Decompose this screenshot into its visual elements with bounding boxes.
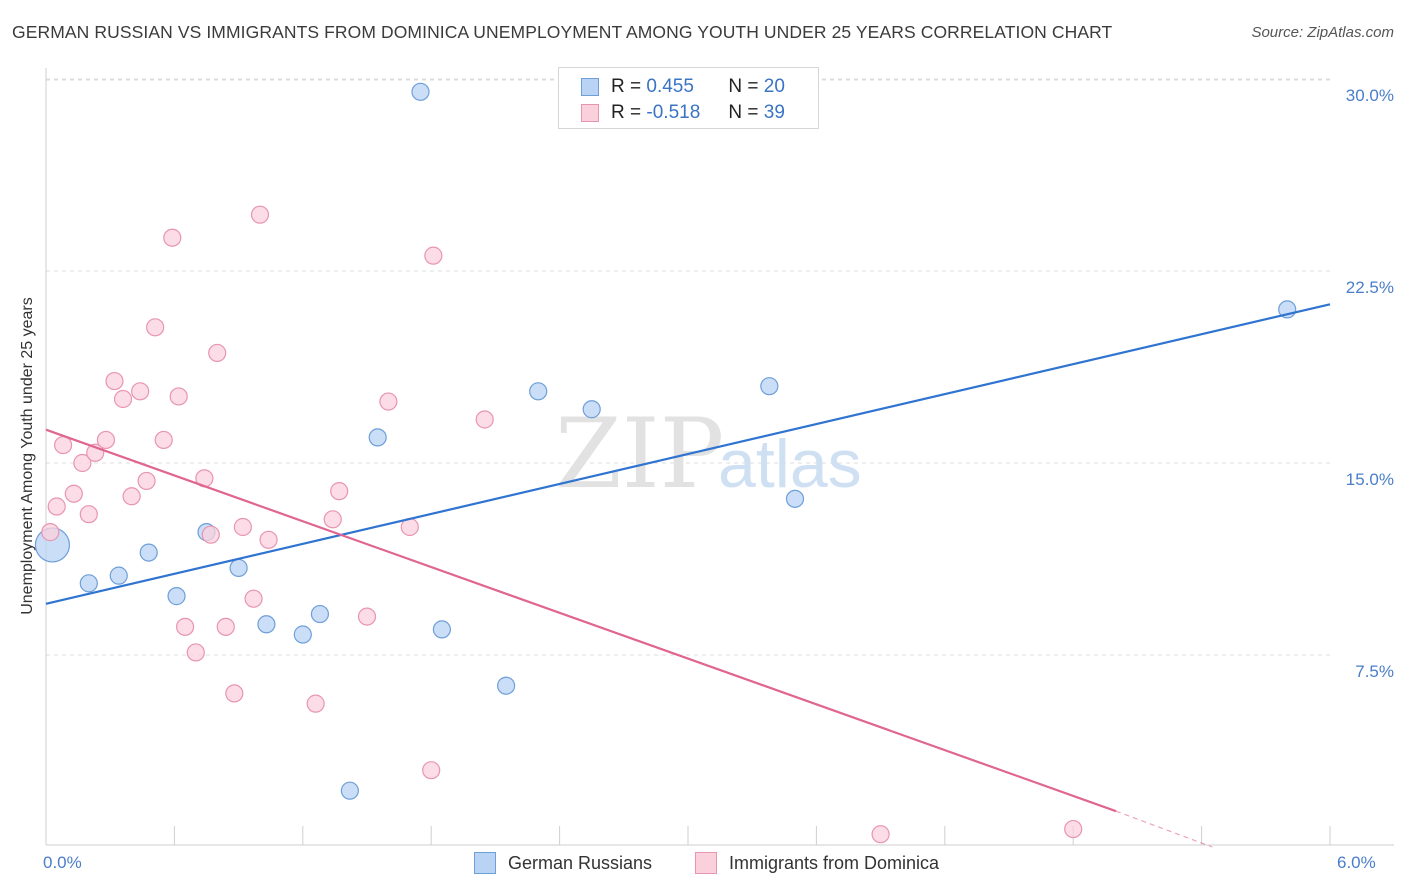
trend-line-dominica bbox=[45, 428, 1117, 813]
axes bbox=[45, 68, 1394, 846]
point-dominica bbox=[201, 525, 220, 544]
point-dominica bbox=[244, 589, 263, 608]
legend-swatch-blue bbox=[474, 852, 496, 874]
point-dominica bbox=[163, 228, 182, 247]
point-dominica bbox=[259, 530, 278, 549]
point-dominica bbox=[216, 617, 235, 636]
y-tick-label: 15.0% bbox=[1345, 470, 1394, 489]
y-tick-label: 30.0% bbox=[1345, 86, 1394, 105]
legend-r-value: 0.455 bbox=[646, 76, 694, 97]
point-dominica bbox=[225, 684, 244, 703]
point-dominica bbox=[871, 825, 890, 844]
series-legend-dominica: Immigrants from Dominica bbox=[695, 852, 939, 874]
point-german-russians bbox=[167, 587, 186, 606]
point-german-russians bbox=[411, 82, 430, 101]
watermark: ZIP atlas bbox=[555, 398, 862, 510]
watermark-zip: ZIP bbox=[555, 398, 724, 510]
point-german-russians bbox=[229, 558, 248, 578]
series-legend-german-russians: German Russians bbox=[474, 852, 652, 874]
point-dominica bbox=[233, 517, 252, 537]
watermark-atlas: atlas bbox=[718, 426, 862, 502]
trend-line-german-russians bbox=[45, 303, 1331, 605]
point-dominica bbox=[250, 205, 270, 224]
point-german-russians bbox=[293, 625, 312, 644]
point-dominica bbox=[323, 510, 342, 529]
source-label: Source: ZipAtlas.com bbox=[1251, 24, 1394, 41]
series-name: German Russians bbox=[508, 852, 653, 873]
point-german-russians bbox=[79, 574, 98, 593]
chart-title: GERMAN RUSSIAN VS IMMIGRANTS FROM DOMINI… bbox=[12, 22, 1113, 42]
point-dominica bbox=[208, 343, 227, 363]
point-german-russians bbox=[785, 489, 805, 508]
legend-swatch-blue bbox=[581, 78, 599, 96]
point-dominica bbox=[379, 392, 398, 411]
x-tick-label-min: 0.0% bbox=[43, 853, 82, 872]
point-dominica bbox=[475, 410, 494, 429]
point-dominica bbox=[176, 617, 195, 636]
y-tick-label: 22.5% bbox=[1345, 278, 1394, 297]
point-german-russians bbox=[497, 676, 516, 695]
point-dominica bbox=[1064, 819, 1083, 839]
point-dominica bbox=[154, 430, 173, 450]
point-dominica bbox=[113, 389, 133, 409]
point-german-russians bbox=[432, 620, 451, 639]
point-dominica bbox=[64, 484, 83, 503]
legend-n-label: N = bbox=[728, 76, 759, 97]
point-dominica bbox=[422, 761, 441, 780]
point-german-russians bbox=[582, 400, 601, 419]
legend-r-label: R = bbox=[611, 76, 642, 97]
point-dominica bbox=[122, 487, 141, 506]
point-dominica bbox=[131, 382, 150, 401]
point-german-russians bbox=[368, 428, 387, 447]
point-dominica bbox=[96, 430, 116, 450]
point-german-russians bbox=[257, 615, 276, 634]
y-tick-label: 7.5% bbox=[1355, 662, 1394, 681]
point-dominica bbox=[146, 318, 165, 337]
series-name: Immigrants from Dominica bbox=[729, 852, 940, 873]
point-dominica bbox=[169, 387, 188, 406]
legend-swatch-pink bbox=[581, 104, 599, 122]
legend-n-value: 39 bbox=[763, 102, 785, 123]
legend-r-value: -0.518 bbox=[646, 102, 701, 123]
stats-legend: R = 0.455 N = 20 R = -0.518 N = 39 bbox=[558, 67, 819, 129]
legend-r-label: R = bbox=[611, 102, 642, 123]
legend-row-dominica: R = -0.518 N = 39 bbox=[581, 100, 785, 126]
point-dominica bbox=[424, 246, 443, 265]
trend-lines bbox=[45, 303, 1331, 848]
point-dominica bbox=[306, 694, 325, 713]
legend-n-value: 20 bbox=[763, 76, 785, 97]
x-tick-label-max: 6.0% bbox=[1337, 853, 1376, 872]
point-dominica bbox=[54, 435, 73, 455]
point-german-russians bbox=[760, 377, 779, 396]
point-dominica bbox=[41, 523, 60, 542]
point-dominica bbox=[105, 371, 124, 391]
point-dominica bbox=[330, 482, 349, 501]
point-dominica bbox=[357, 607, 377, 626]
legend-n-label: N = bbox=[728, 102, 759, 123]
point-dominica bbox=[79, 505, 98, 524]
point-dominica bbox=[47, 497, 66, 516]
point-dominica bbox=[186, 643, 205, 662]
point-german-russians bbox=[310, 604, 330, 624]
legend-row-german-russians: R = 0.455 N = 20 bbox=[581, 74, 785, 100]
point-german-russians bbox=[109, 566, 128, 585]
legend-swatch-pink bbox=[695, 852, 717, 874]
point-dominica bbox=[73, 453, 92, 473]
point-german-russians bbox=[340, 781, 359, 800]
trend-line-dominica-extension bbox=[1115, 810, 1213, 848]
point-german-russians bbox=[529, 382, 548, 401]
point-german-russians bbox=[139, 543, 158, 562]
point-dominica bbox=[137, 471, 156, 491]
